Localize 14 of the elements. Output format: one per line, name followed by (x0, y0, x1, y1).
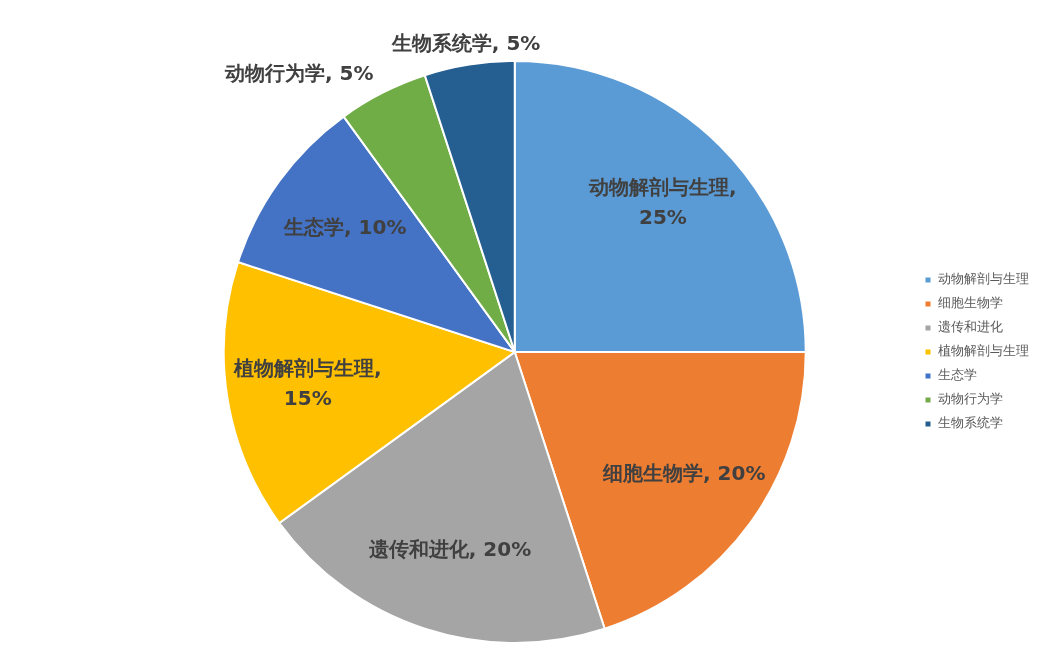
legend-label: 遗传和进化 (938, 319, 1003, 335)
data-label: 细胞生物学, 20% (602, 461, 766, 486)
legend-label: 动物解剖与生理 (938, 271, 1029, 287)
legend-label: 动物行为学 (938, 391, 1003, 407)
legend-label: 生物系统学 (938, 415, 1003, 431)
legend-label: 生态学 (938, 367, 977, 383)
data-label: 动物行为学, 5% (224, 61, 374, 86)
data-label: 生物系统学, 5% (390, 31, 541, 56)
data-label: 动物解剖与生理, 25% (588, 175, 737, 230)
data-label: 植物解剖与生理, 15% (233, 355, 382, 410)
legend-label: 植物解剖与生理 (938, 343, 1029, 359)
data-label: 遗传和进化, 20% (367, 537, 532, 562)
legend-label: 细胞生物学 (938, 295, 1003, 311)
data-label: 生态学, 10% (283, 215, 407, 240)
